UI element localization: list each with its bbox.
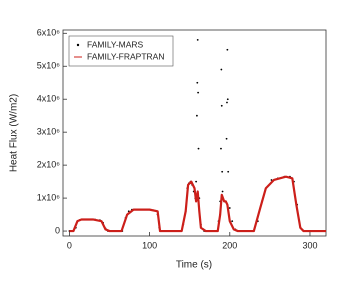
x-tick-label: 100 <box>142 240 157 250</box>
y-tick-label: 6x10⁶ <box>37 28 61 38</box>
y-axis-title: Heat Flux (W/m2) <box>9 94 20 172</box>
y-tick-label: 2x10⁶ <box>37 160 61 170</box>
legend-label: FAMILY-FRAPTRAN <box>87 51 164 61</box>
y-tick-label: 1x10⁶ <box>37 192 61 202</box>
data-point <box>226 48 229 51</box>
data-point <box>221 170 224 173</box>
legend-marker <box>76 43 80 47</box>
data-point <box>220 147 222 150</box>
data-point <box>231 220 234 223</box>
y-tick-label: 3x10⁶ <box>37 127 61 137</box>
x-tick-label: 200 <box>222 240 237 250</box>
data-point <box>196 38 199 41</box>
y-tick-label: 4x10⁶ <box>37 94 61 104</box>
y-tick-label: 5x10⁶ <box>37 61 61 71</box>
x-axis-title: Time (s) <box>176 260 212 271</box>
data-point <box>197 147 200 150</box>
data-point <box>197 91 200 94</box>
x-tick-label: 0 <box>67 240 72 250</box>
data-point <box>228 207 231 209</box>
data-point <box>226 101 228 104</box>
series-line <box>69 175 326 233</box>
data-point <box>195 180 198 183</box>
legend-label: FAMILY-MARS <box>87 39 144 49</box>
data-point <box>226 98 229 101</box>
data-point <box>220 104 223 107</box>
data-point <box>221 190 224 193</box>
x-tick-label: 300 <box>302 240 317 250</box>
plot-frame <box>62 29 327 237</box>
data-point <box>196 81 199 84</box>
y-tick-label: 0 <box>55 225 60 235</box>
data-point <box>225 137 228 140</box>
data-point <box>220 68 223 71</box>
legend-box <box>68 35 174 67</box>
data-point <box>227 170 230 173</box>
data-point <box>196 114 198 117</box>
